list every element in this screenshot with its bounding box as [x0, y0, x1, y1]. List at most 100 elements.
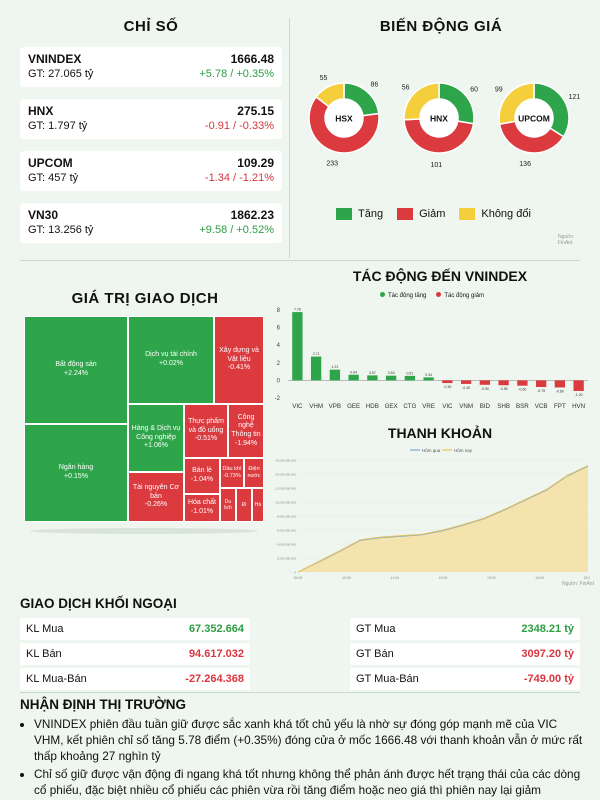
donut-label: UPCOM — [518, 114, 550, 124]
impact-category-label: CTG — [403, 403, 416, 410]
liquidity-x-tick: 11:00 — [390, 576, 399, 580]
index-change: -1.34 / -1.21% — [204, 172, 274, 184]
impact-bar — [423, 377, 434, 381]
impact-legend: Tác động tăng Tác động giảm — [380, 292, 484, 299]
donut-center — [420, 99, 458, 137]
treemap-shadow — [30, 528, 258, 534]
index-name: VNINDEX — [28, 52, 82, 66]
legend-today-label: Hôm nay — [454, 448, 473, 453]
impact-category-label: SHB — [497, 403, 510, 410]
tile-oil-gas[interactable]: Dầu khí -0.73% — [220, 458, 244, 488]
foreign-value: -749.00 tỷ — [523, 673, 574, 685]
tile-di[interactable]: Đi — [236, 488, 252, 522]
tile-food-beverage[interactable]: Thực phẩm và đồ uống -0.51% — [184, 404, 228, 458]
liquidity-y-tick: 10,000,000,000 — [275, 501, 296, 505]
index-value: 109.29 — [237, 156, 274, 170]
liquidity-x-tick: 15:00 — [584, 576, 590, 580]
tile-financial-services[interactable]: Dịch vụ tài chính +0.02% — [128, 316, 214, 404]
index-card-upcom: UPCOM GT: 457 tỷ 109.29 -1.34 / -1.21% — [20, 151, 282, 191]
legend-up: Tăng — [336, 208, 383, 221]
impact-bar — [348, 374, 359, 381]
impact-value-label: 0.64 — [350, 370, 357, 374]
impact-category-label: VPB — [329, 403, 341, 410]
donut-center — [515, 99, 553, 137]
index-value: 275.15 — [237, 104, 274, 118]
impact-value-label: 7.76 — [294, 308, 301, 312]
liquidity-y-tick: 16,000,000,000 — [275, 459, 296, 463]
tile-utilities[interactable]: Điện nước — [244, 458, 264, 488]
assessment-point: Chỉ số giữ được vận động đi ngang khá tố… — [34, 766, 588, 798]
tile-banking[interactable]: Ngân hàng +0.15% — [24, 424, 128, 522]
price-movement-panel: BIẾN ĐỘNG GIÁ 86 233 55 HSX 60 101 56 HNX 121 136… — [296, 18, 586, 253]
index-trade-value: GT: 1.797 tỷ — [28, 120, 88, 132]
foreign-row: GT Mua 2348.21 tỷ — [350, 618, 580, 640]
tile-basic-resources[interactable]: Tài nguyên Cơ bản -0.26% — [128, 472, 184, 522]
index-trade-value: GT: 457 tỷ — [28, 172, 79, 184]
impact-bar — [442, 380, 453, 384]
impact-category-label: VCB — [535, 403, 548, 410]
donut-label: HSX — [335, 114, 353, 124]
impact-value-label: 0.51 — [406, 371, 413, 375]
impact-y-tick: 0 — [277, 378, 281, 384]
liquidity-x-tick: 10:00 — [342, 576, 351, 580]
donut-value-label: 121 — [568, 94, 580, 101]
impact-legend-up: Tác động tăng — [380, 292, 426, 299]
impact-y-tick: 4 — [277, 343, 281, 349]
impact-bar — [292, 312, 303, 381]
donut-slice-flat — [315, 82, 345, 108]
impact-category-label: GEX — [385, 403, 398, 410]
tile-chemicals[interactable]: Hóa chất -1.01% — [184, 494, 220, 522]
tile-it[interactable]: Công nghệ Thông tin -1.94% — [228, 404, 264, 458]
impact-bar — [479, 380, 491, 385]
liquidity-source: Nguồn: FinAnt — [562, 581, 594, 587]
impact-bar — [498, 380, 509, 386]
horizontal-divider — [20, 260, 580, 261]
price-source: Nguồn: FinAnt — [558, 234, 575, 246]
foreign-label: KL Bán — [26, 648, 62, 660]
impact-value-label: 0.34 — [425, 373, 432, 377]
impact-bar — [310, 356, 322, 381]
foreign-title: GIAO DỊCH KHỐI NGOẠI — [20, 596, 177, 611]
impact-legend-down: Tác động giảm — [436, 292, 484, 299]
tile-industrial[interactable]: Hàng & Dịch vụ Công nghiệp +1.06% — [128, 404, 184, 472]
donut-value-label: 60 — [470, 86, 478, 93]
tile-travel[interactable]: Du lịch — [220, 488, 236, 522]
index-change: -0.91 / -0.33% — [204, 120, 274, 132]
tile-ha[interactable]: Hà — [252, 488, 264, 522]
liquidity-y-tick: 6,000,000,000 — [277, 529, 297, 533]
impact-y-tick: 8 — [277, 308, 281, 314]
foreign-value: 94.617.032 — [188, 648, 244, 660]
index-card-hnx: HNX GT: 1.797 tỷ 275.15 -0.91 / -0.33% — [20, 99, 282, 139]
impact-category-label: GEE — [347, 403, 360, 410]
liquidity-title: THANH KHOẢN — [387, 425, 493, 441]
liquidity-y-tick: 12,000,000,000 — [275, 487, 296, 491]
impact-bar — [329, 369, 341, 381]
impact-bar — [385, 375, 397, 381]
index-name: VN30 — [28, 208, 59, 222]
impact-category-label: HDB — [366, 403, 379, 410]
impact-bar — [517, 380, 528, 386]
index-card-vnindex: VNINDEX GT: 27.065 tỷ 1666.48 +5.78 / +0.35… — [20, 47, 282, 87]
impact-value-label: -0.75 — [537, 389, 545, 393]
liquidity-x-tick: 13:00 — [487, 576, 496, 580]
assessment-title: NHẬN ĐỊNH THỊ TRƯỜNG — [20, 697, 186, 712]
impact-value-label: -0.60 — [518, 388, 526, 392]
tile-real-estate[interactable]: Bất động sản +2.24% — [24, 316, 128, 424]
impact-value-label: -0.50 — [481, 387, 489, 391]
impact-value-label: 0.57 — [369, 371, 376, 375]
foreign-row: GT Bán 3097.20 tỷ — [350, 643, 580, 665]
tile-construction[interactable]: Xây dựng và Vật liệu -0.41% — [214, 316, 264, 404]
impact-category-label: VHM — [309, 403, 323, 410]
tile-retail[interactable]: Bán lẻ -1.04% — [184, 458, 220, 494]
liquidity-y-tick: 8,000,000,000 — [277, 515, 297, 519]
donut-center — [325, 99, 363, 137]
impact-value-label: 1.22 — [331, 365, 338, 369]
foreign-label: GT Bán — [356, 648, 394, 660]
donut-label: HNX — [430, 114, 448, 124]
liquidity-y-tick: 14,000,000,000 — [275, 473, 296, 477]
impact-value-label: -0.80 — [556, 389, 564, 393]
impact-y-tick: -2 — [275, 396, 281, 402]
donut-value-label: 101 — [430, 162, 442, 169]
impact-category-label: VIC — [292, 403, 303, 410]
index-name: HNX — [28, 104, 54, 118]
